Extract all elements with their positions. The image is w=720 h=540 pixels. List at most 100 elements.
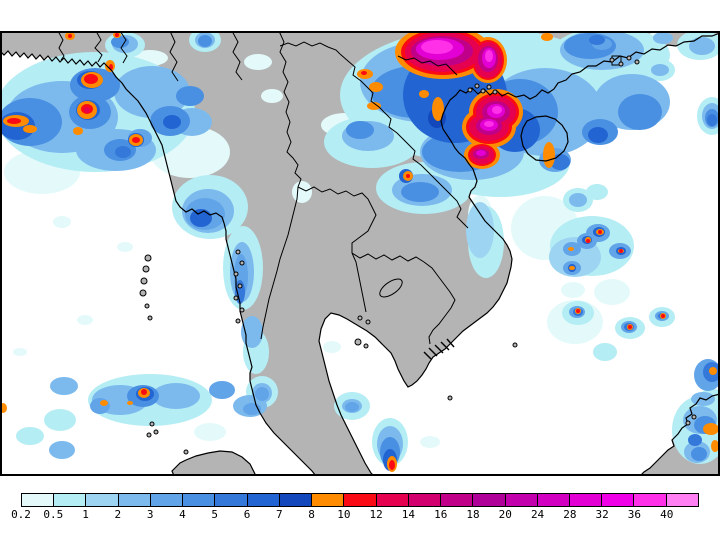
rain-contour-level-3: [241, 316, 263, 348]
rain-contour-level-9: [568, 247, 574, 251]
island: [153, 429, 159, 435]
rain-contour-level-11: [84, 107, 90, 113]
rain-contour-level-0: [323, 341, 341, 353]
island: [492, 89, 498, 95]
river-mouth-line: [428, 347, 438, 357]
island: [512, 342, 518, 348]
country-border: [297, 186, 377, 253]
river-mouth-line: [440, 341, 450, 351]
rain-contour-level-7: [190, 209, 212, 227]
rain-contour-level-9: [541, 33, 553, 41]
rain-contour-level-10: [576, 309, 580, 313]
island: [685, 420, 691, 426]
rain-contour-level-0: [13, 348, 27, 356]
island: [237, 283, 243, 289]
rain-contour-level-10: [661, 314, 665, 318]
country-borders-layer: [57, 31, 469, 345]
colorbar-segment: [85, 494, 118, 506]
island: [480, 88, 486, 94]
colorbar-tick-label: 0.2: [11, 508, 31, 521]
rain-contour-level-0: [117, 242, 133, 252]
island: [447, 395, 453, 401]
island: [609, 57, 615, 63]
island: [146, 432, 152, 438]
rain-contour-level-5: [111, 36, 129, 48]
island: [357, 315, 363, 321]
rain-contour-level-0: [77, 315, 93, 325]
colorbar-tick-label: 6: [243, 508, 251, 521]
island: [626, 55, 632, 61]
colorbar-segment: [407, 494, 441, 506]
lake-outline: [379, 278, 403, 298]
country-border: [94, 31, 103, 63]
colorbar-tick-label: 12: [369, 508, 383, 521]
rain-contour-level-10: [84, 74, 98, 84]
rain-contour-level-10: [389, 460, 395, 470]
rain-contour-level-10: [406, 174, 410, 178]
rain-contour-level-9: [432, 97, 444, 121]
rain-contour-level-9: [100, 400, 108, 406]
island: [474, 83, 480, 89]
rain-contour-level-5: [198, 35, 212, 47]
rain-contour-level-7: [588, 127, 608, 143]
precipitation-layer: [0, 31, 720, 472]
rain-contour-level-9: [369, 82, 383, 92]
colorbar-segment: [246, 494, 279, 506]
rain-contour-level-4: [90, 398, 110, 414]
island: [147, 315, 153, 321]
rain-contour-level-10: [68, 34, 72, 38]
colorbar-tick-label: 4: [179, 508, 186, 521]
colorbar-tick-label: 3: [146, 508, 154, 521]
country-border: [231, 31, 243, 81]
rain-contour-level-9: [367, 102, 381, 110]
country-border: [57, 31, 65, 61]
island: [239, 307, 245, 313]
map-layers: [0, 31, 720, 476]
island: [149, 421, 155, 427]
island: [142, 265, 150, 273]
rain-contour-level-0: [420, 436, 440, 448]
rain-contour-level-1: [593, 343, 617, 361]
colorbar-tick-label: 8: [308, 508, 315, 521]
rain-contour-level-9: [127, 401, 133, 405]
rain-contour-level-0: [244, 54, 272, 70]
colorbar-segment: [375, 494, 408, 506]
colorbar-segment: [665, 494, 698, 506]
colorbar-segment: [568, 494, 602, 506]
country-border: [423, 261, 456, 345]
river-mouth-line: [446, 338, 455, 348]
rain-contour-level-6: [707, 114, 717, 126]
rain-contour-level-3: [114, 66, 190, 118]
rain-contour-level-4: [255, 387, 269, 401]
rain-contour-level-10: [598, 230, 602, 234]
colorbar-segment: [472, 494, 505, 506]
colorbar-segment: [440, 494, 473, 506]
colorbar-segment: [53, 494, 86, 506]
colorbar-tick-label: 28: [563, 508, 577, 521]
rain-contour-level-10: [361, 71, 367, 75]
rain-contour-level-10: [115, 33, 119, 37]
rain-contour-level-6: [688, 434, 702, 446]
rain-contour-level-19: [485, 50, 493, 62]
rain-contour-level-9: [73, 127, 83, 135]
rain-contour-level-10: [141, 389, 147, 395]
country-border: [169, 31, 179, 82]
country-border: [260, 31, 302, 340]
country-border: [351, 252, 425, 263]
rain-contour-level-4: [345, 402, 359, 412]
island: [139, 289, 147, 297]
rain-contour-level-9: [709, 367, 717, 375]
rain-contour-level-0: [561, 282, 585, 298]
colorbar-tick-label: 1: [82, 508, 89, 521]
island: [486, 84, 492, 90]
country-border: [397, 55, 458, 76]
rain-contour-level-9: [23, 125, 37, 133]
rain-contour-level-9: [711, 440, 719, 452]
colorbar-segment: [22, 494, 54, 506]
colorbar-segment: [149, 494, 183, 506]
rain-contour-level-19: [484, 121, 494, 127]
rain-contour-level-10: [7, 118, 21, 124]
colorbar-tick-label: 10: [337, 508, 351, 521]
